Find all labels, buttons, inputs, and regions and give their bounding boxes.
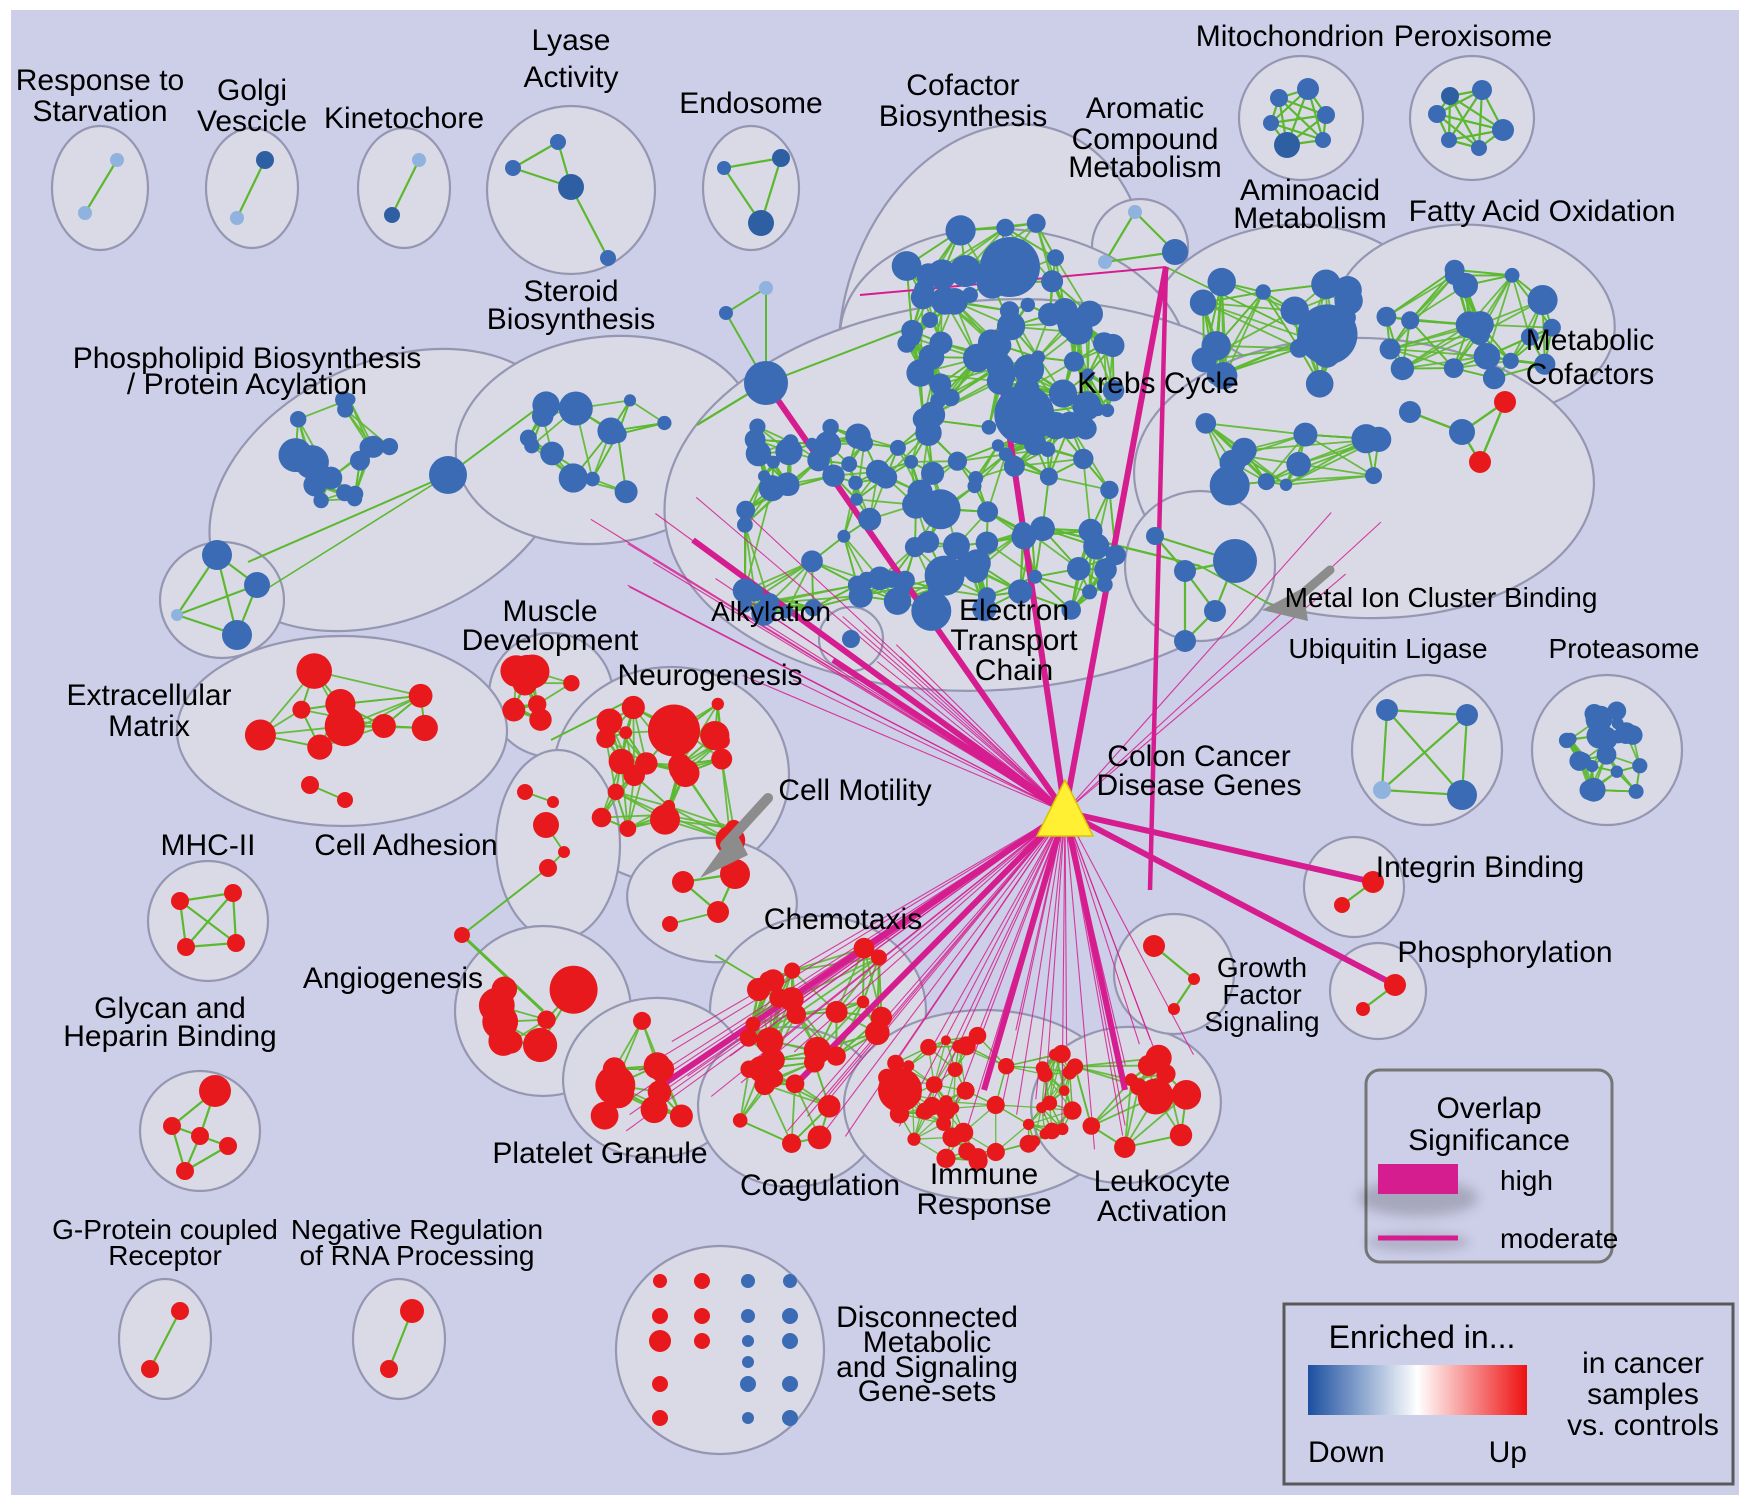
- svg-text:Cell Motility: Cell Motility: [778, 774, 931, 807]
- svg-text:Coagulation: Coagulation: [740, 1169, 900, 1202]
- svg-text:Immune: Immune: [930, 1158, 1038, 1191]
- svg-text:Metabolism: Metabolism: [1068, 151, 1221, 184]
- svg-text:/ Protein Acylation: / Protein Acylation: [127, 368, 367, 401]
- svg-text:Metabolic: Metabolic: [1526, 324, 1654, 357]
- svg-text:Angiogenesis: Angiogenesis: [303, 962, 483, 995]
- svg-text:Up: Up: [1489, 1436, 1527, 1469]
- svg-text:Platelet Granule: Platelet Granule: [492, 1137, 707, 1170]
- svg-text:Metabolism: Metabolism: [1233, 202, 1386, 235]
- svg-text:Significance: Significance: [1408, 1124, 1570, 1157]
- svg-text:Ubiquitin Ligase: Ubiquitin Ligase: [1288, 633, 1487, 664]
- svg-text:Proteasome: Proteasome: [1549, 633, 1700, 664]
- svg-text:vs. controls: vs. controls: [1567, 1409, 1719, 1442]
- svg-text:Gene-sets: Gene-sets: [858, 1375, 996, 1408]
- svg-text:samples: samples: [1587, 1378, 1699, 1411]
- svg-text:Development: Development: [462, 624, 639, 657]
- svg-text:moderate: moderate: [1500, 1223, 1618, 1254]
- svg-text:Transport: Transport: [950, 624, 1078, 657]
- svg-text:Overlap: Overlap: [1436, 1092, 1541, 1125]
- svg-text:Cell Adhesion: Cell Adhesion: [314, 829, 497, 862]
- svg-text:Response to: Response to: [16, 64, 184, 97]
- svg-text:Peroxisome: Peroxisome: [1394, 20, 1552, 53]
- svg-text:Enriched in...: Enriched in...: [1329, 1319, 1516, 1355]
- svg-text:Heparin Binding: Heparin Binding: [63, 1020, 276, 1053]
- svg-text:Chain: Chain: [975, 654, 1053, 687]
- svg-text:Krebs Cycle: Krebs Cycle: [1077, 367, 1239, 400]
- svg-text:Neurogenesis: Neurogenesis: [617, 659, 802, 692]
- svg-text:Extracellular: Extracellular: [66, 679, 231, 712]
- svg-text:MHC-II: MHC-II: [161, 829, 256, 862]
- svg-text:Vescicle: Vescicle: [197, 105, 307, 138]
- svg-text:Receptor: Receptor: [108, 1240, 222, 1271]
- svg-text:Starvation: Starvation: [32, 95, 167, 128]
- svg-text:Endosome: Endosome: [679, 87, 822, 120]
- svg-text:Electron: Electron: [959, 594, 1069, 627]
- svg-text:Response: Response: [916, 1188, 1051, 1221]
- svg-text:high: high: [1500, 1165, 1553, 1196]
- svg-text:Phosphorylation: Phosphorylation: [1397, 936, 1612, 969]
- svg-text:Integrin Binding: Integrin Binding: [1376, 851, 1584, 884]
- svg-text:Biosynthesis: Biosynthesis: [879, 100, 1047, 133]
- svg-text:Biosynthesis: Biosynthesis: [487, 303, 655, 336]
- svg-text:Chemotaxis: Chemotaxis: [764, 903, 922, 936]
- svg-text:Aromatic: Aromatic: [1086, 92, 1204, 125]
- svg-text:Activation: Activation: [1097, 1195, 1227, 1228]
- svg-text:Activity: Activity: [523, 61, 618, 94]
- svg-text:Leukocyte: Leukocyte: [1094, 1165, 1231, 1198]
- svg-text:Mitochondrion: Mitochondrion: [1196, 20, 1384, 53]
- svg-text:Cofactor: Cofactor: [906, 69, 1019, 102]
- svg-text:Disease Genes: Disease Genes: [1096, 769, 1301, 802]
- svg-text:in cancer: in cancer: [1582, 1347, 1704, 1380]
- svg-text:Metal Ion Cluster Binding: Metal Ion Cluster Binding: [1285, 582, 1598, 613]
- svg-text:Fatty Acid Oxidation: Fatty Acid Oxidation: [1409, 195, 1676, 228]
- svg-text:Kinetochore: Kinetochore: [324, 102, 484, 135]
- svg-text:Lyase: Lyase: [532, 24, 611, 57]
- svg-text:of RNA Processing: of RNA Processing: [300, 1240, 535, 1271]
- svg-text:Matrix: Matrix: [108, 710, 190, 743]
- svg-text:Cofactors: Cofactors: [1526, 358, 1654, 391]
- svg-text:Signaling: Signaling: [1204, 1006, 1319, 1037]
- svg-text:Alkylation: Alkylation: [711, 596, 831, 627]
- svg-text:Golgi: Golgi: [217, 74, 287, 107]
- svg-text:Down: Down: [1308, 1436, 1385, 1469]
